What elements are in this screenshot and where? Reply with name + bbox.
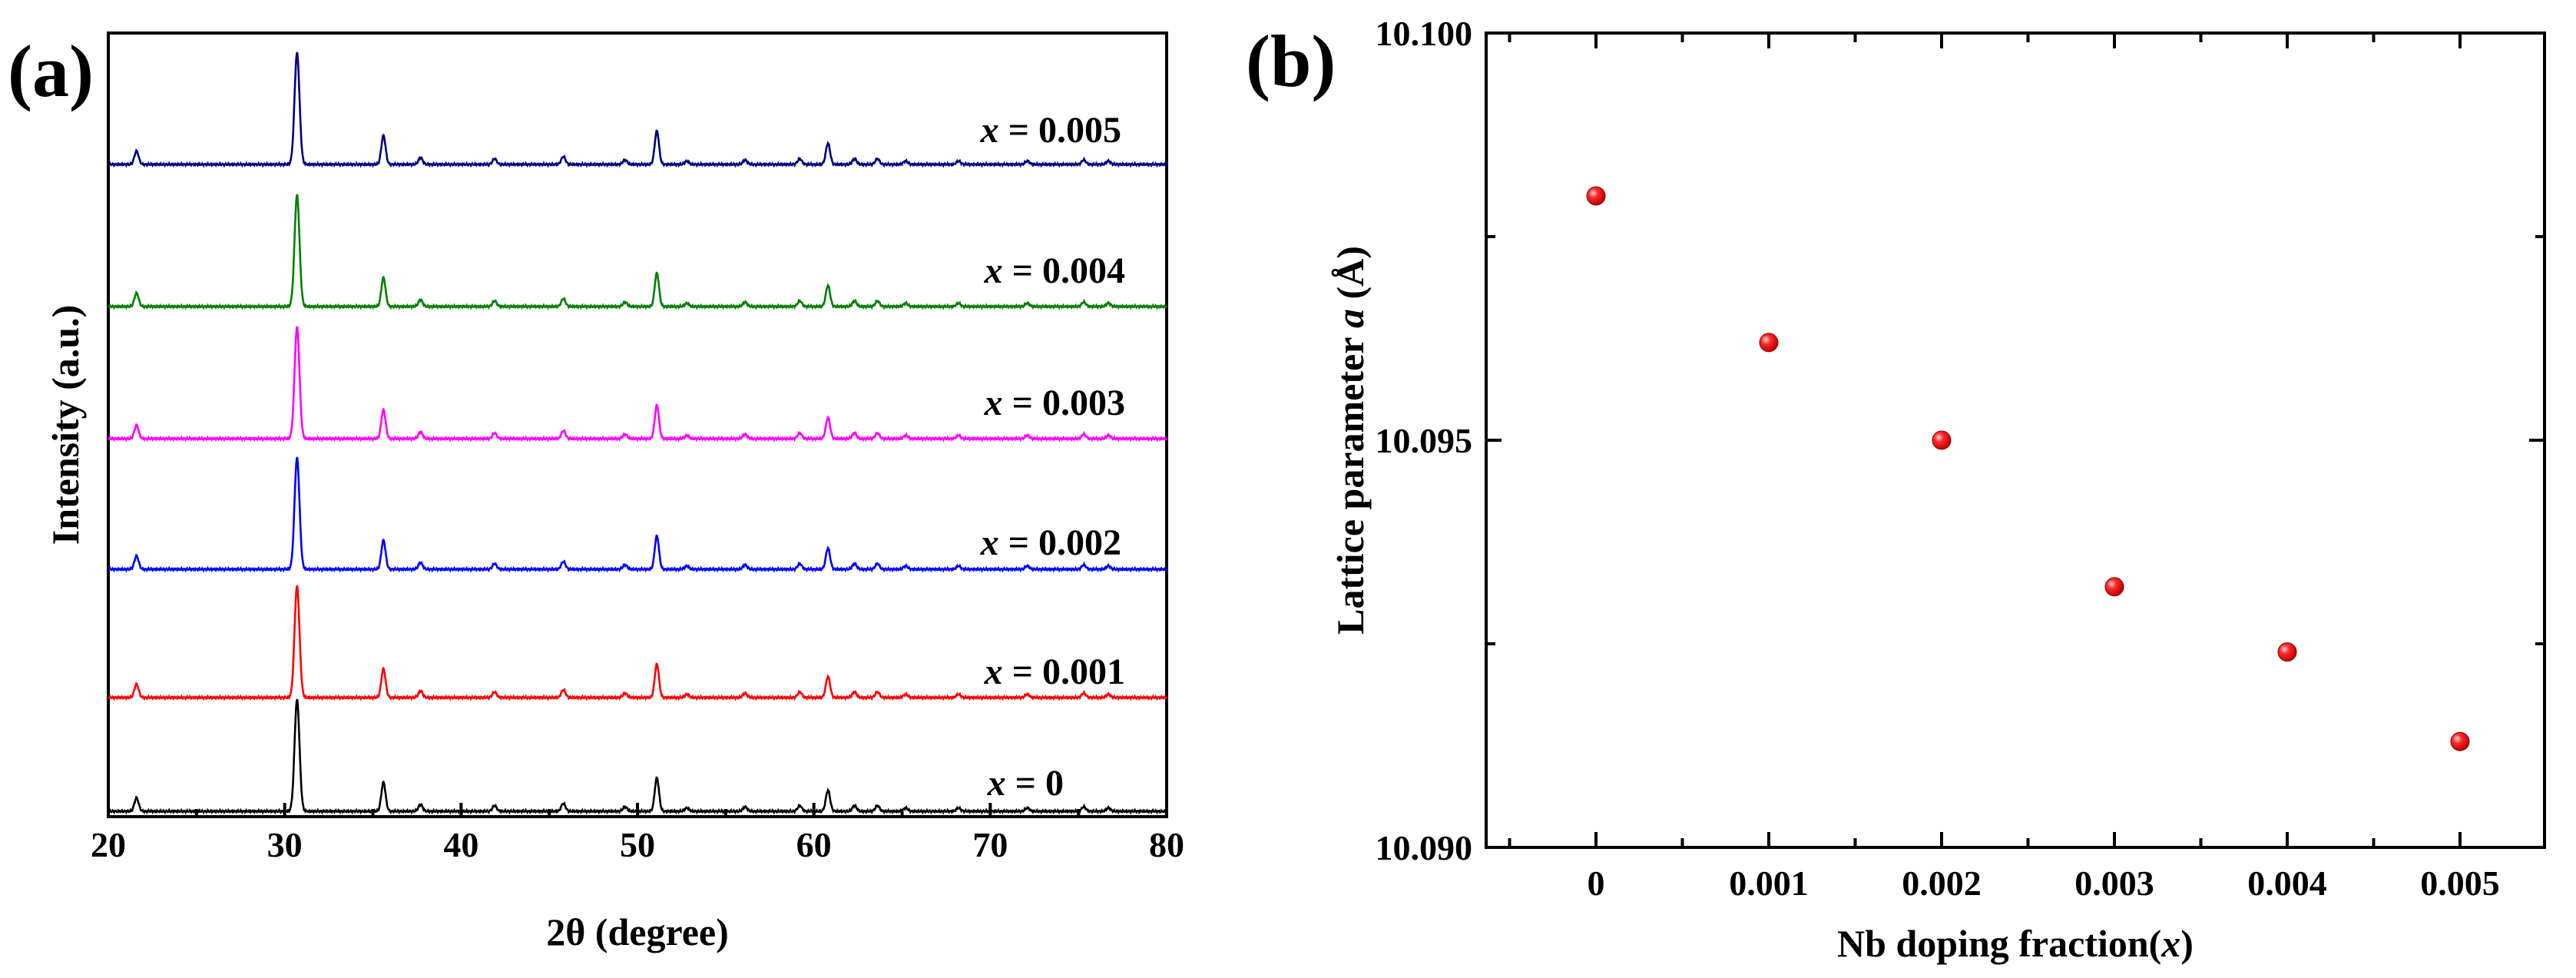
panel-a-series-label-var: x xyxy=(980,522,999,563)
panel-b-y-tick-label: 10.100 xyxy=(1376,14,1473,53)
panel-a-x-axis: 20 30 40 50 60 70 80 xyxy=(91,803,1184,864)
panel-b-x-tick-label: 0 xyxy=(1588,864,1605,903)
panel-b-data-point xyxy=(1586,186,1606,206)
panel-a-x-tick-label: 70 xyxy=(972,825,1008,864)
panel-b-x-tick-label: 0.005 xyxy=(2420,864,2500,903)
panel-b-x-tick-label: 0.004 xyxy=(2247,864,2327,903)
panel-a-series-1 xyxy=(107,585,1167,701)
panel-b-x-axis-title-end: ) xyxy=(2180,922,2194,965)
panel-a-series-label-var: x xyxy=(984,383,1003,423)
panel-a-series-2 xyxy=(107,456,1167,573)
panel-a-series-label-var: x xyxy=(987,763,1006,804)
panel-a-series-label-var: x xyxy=(980,110,999,151)
panel-a-series-label-3: x = 0.003 xyxy=(984,383,1125,423)
panel-b-data-point xyxy=(1759,333,1779,353)
panel-b-y-tick-label: 10.095 xyxy=(1376,421,1473,460)
panel-b-y-axis: 10.090 10.095 10.100 xyxy=(1376,14,2545,867)
panel-a-x-tick-label: 50 xyxy=(620,825,655,864)
panel-a-series-label-value: = 0.005 xyxy=(999,110,1121,151)
panel-b-data-point xyxy=(2450,731,2470,751)
panel-a-x-tick-label: 80 xyxy=(1149,825,1184,864)
panel-a-y-axis-title: Intensity (a.u.) xyxy=(44,305,87,545)
panel-b-y-axis-title-end: (Å) xyxy=(1329,246,1372,309)
panel-b-x-tick-label: 0.003 xyxy=(2074,864,2154,903)
panel-b-y-axis-title-main: Lattice parameter xyxy=(1329,328,1372,635)
panel-b-data-point xyxy=(1932,430,1952,450)
panel-b-x-axis-title-main: Nb doping fraction( xyxy=(1837,922,2161,965)
panel-a-series-label-0: x = 0 xyxy=(987,763,1064,804)
panel-a-series-label-value: = 0.004 xyxy=(1003,250,1125,291)
panel-b-x-axis: 0 0.001 0.002 0.003 0.004 0.005 xyxy=(1508,33,2500,903)
panel-b-y-axis-title-var: a xyxy=(1329,309,1372,328)
panel-a-series-label-var: x xyxy=(984,651,1003,692)
panel-b-data-point xyxy=(2104,577,2124,597)
panel-b-y-tick-label: 10.090 xyxy=(1376,828,1473,867)
panel-b-data-point xyxy=(2277,642,2297,662)
panel-a-x-tick-label: 60 xyxy=(796,825,832,864)
panel-a-x-tick-label: 20 xyxy=(91,825,126,864)
panel-a-series-4 xyxy=(107,194,1167,310)
panel-b-x-axis-title-var: x xyxy=(2160,922,2180,965)
panel-a-series-label-1: x = 0.001 xyxy=(984,651,1125,692)
panel-a-series-0 xyxy=(107,698,1167,815)
panel-b-label: (b) xyxy=(1246,20,1336,102)
panel-a-series-label-value: = 0.001 xyxy=(1003,651,1125,692)
panel-a-series-label-value: = 0.003 xyxy=(1003,383,1125,423)
panel-a-x-tick-label: 30 xyxy=(267,825,303,864)
panel-b-x-tick-label: 0.001 xyxy=(1729,864,1809,903)
panel-a-series-3 xyxy=(107,326,1167,443)
panel-b-frame xyxy=(1485,31,2546,849)
panel-a-series-label-2: x = 0.002 xyxy=(980,522,1121,563)
panel-b-y-axis-title: Lattice parameter a (Å) xyxy=(1329,246,1372,635)
panel-a-x-axis-title: 2θ (degree) xyxy=(546,910,729,953)
panel-a-series-label-5: x = 0.005 xyxy=(980,110,1121,151)
panel-a-x-tick-label: 40 xyxy=(443,825,478,864)
panel-a-series-5 xyxy=(107,51,1167,168)
panel-b-x-tick-label: 0.002 xyxy=(1902,864,1982,903)
panel-a-series-group xyxy=(107,51,1167,815)
panel-a-label: (a) xyxy=(8,30,94,112)
panel-b-x-axis-title: Nb doping fraction(x) xyxy=(1837,922,2194,965)
panel-a-series-label-value: = 0.002 xyxy=(999,522,1121,563)
panel-a-series-label-4: x = 0.004 xyxy=(984,250,1125,291)
panel-a-series-label-value: = 0 xyxy=(1006,763,1064,804)
panel-b-points xyxy=(1586,186,2470,751)
panel-a-series-label-var: x xyxy=(984,250,1003,291)
